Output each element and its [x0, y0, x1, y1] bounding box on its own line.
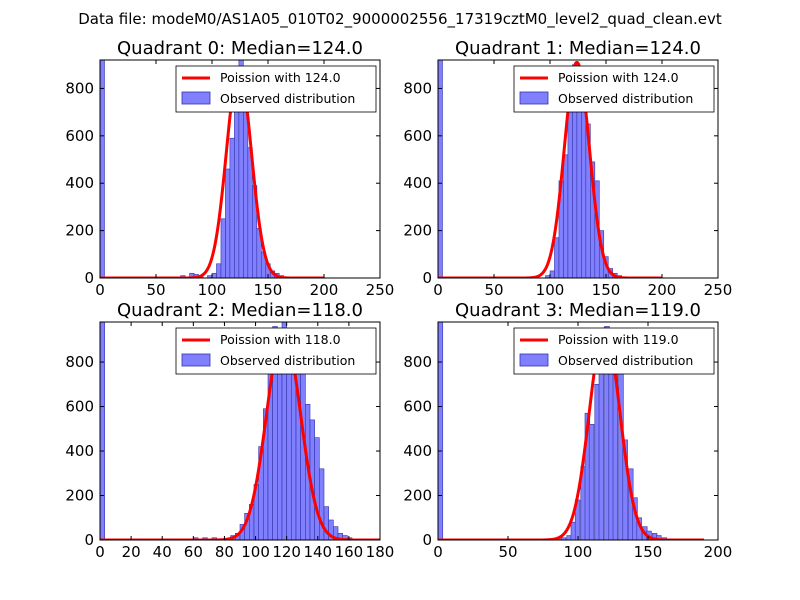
subplot-quadrant-0: 0 50 100 150 200 250 0 200 400 600 800 Quadrant 0: …: [65, 38, 394, 299]
legend-label-poisson: Poission with 124.0: [558, 70, 679, 85]
x-tick-label: 200: [648, 281, 677, 299]
y-tick-label: 0: [422, 269, 432, 287]
x-tick-label: 40: [153, 543, 172, 561]
subplot-title: Quadrant 2: Median=118.0: [117, 300, 363, 321]
histogram-bar: [314, 437, 320, 540]
axes-frame: [99, 59, 381, 279]
subplot-title: Quadrant 0: Median=124.0: [117, 38, 363, 59]
y-tick-label: 0: [84, 269, 94, 287]
y-tick-label: 400: [403, 442, 432, 460]
x-tick-label: 0: [433, 281, 443, 299]
y-tick-label: 600: [403, 398, 432, 416]
x-tick-label: 100: [536, 281, 565, 299]
x-tick-label: 0: [95, 543, 105, 561]
subplot-title: Quadrant 3: Median=119.0: [455, 300, 701, 321]
x-tick-label: 250: [366, 281, 395, 299]
x-tick-label: 100: [198, 281, 227, 299]
histogram-bar: [216, 263, 222, 278]
y-tick-label: 200: [403, 487, 432, 505]
y-tick-label: 200: [65, 487, 94, 505]
histogram-bar: [554, 237, 560, 278]
legend-bar-swatch: [519, 353, 549, 367]
histogram-bar: [220, 218, 226, 278]
histogram-bar: [229, 137, 235, 278]
x-tick-label: 150: [634, 543, 663, 561]
legend-bar-swatch: [181, 353, 211, 367]
figure-suptitle: Data file: modeM0/AS1A05_010T02_90000025…: [78, 10, 722, 29]
x-tick-label: 100: [564, 543, 593, 561]
y-tick-label: 400: [65, 442, 94, 460]
histogram-bar: [656, 535, 662, 540]
x-tick-label: 180: [366, 543, 395, 561]
legend-bar-swatch: [181, 91, 211, 105]
x-tick-label: 250: [704, 281, 733, 299]
histogram-bar: [100, 60, 105, 278]
legend-label-poisson: Poission with 124.0: [220, 70, 341, 85]
x-tick-label: 140: [303, 543, 332, 561]
histogram-bar: [598, 363, 605, 540]
legend-label-observed: Observed distribution: [220, 91, 355, 106]
x-tick-label: 100: [241, 543, 270, 561]
legend-bar-swatch: [519, 91, 549, 105]
y-tick-label: 0: [84, 531, 94, 549]
x-tick-label: 200: [310, 281, 339, 299]
x-tick-label: 80: [215, 543, 234, 561]
subplot-title: Quadrant 1: Median=124.0: [455, 38, 701, 59]
poisson-curve: [100, 329, 380, 540]
subplot-quadrant-1: 0 50 100 150 200 250 0 200 400 600 800 Quadrant 1: …: [403, 38, 732, 299]
y-tick-label: 800: [65, 79, 94, 97]
histogram-bar: [438, 60, 443, 278]
x-tick-label: 50: [484, 281, 503, 299]
x-tick-label: 20: [122, 543, 141, 561]
histogram-bar: [567, 102, 573, 278]
y-tick-label: 400: [403, 174, 432, 192]
x-tick-label: 200: [704, 543, 733, 561]
x-tick-label: 50: [146, 281, 165, 299]
histogram-bar: [300, 370, 306, 540]
y-tick-label: 600: [65, 398, 94, 416]
legend-label-observed: Observed distribution: [220, 353, 355, 368]
legend-label-observed: Observed distribution: [558, 91, 693, 106]
histogram-bar: [560, 537, 567, 540]
y-tick-label: 200: [65, 222, 94, 240]
histogram-bar: [100, 322, 105, 540]
histogram-bar: [225, 168, 231, 278]
x-tick-label: 150: [592, 281, 621, 299]
y-tick-label: 800: [403, 353, 432, 371]
y-tick-label: 200: [403, 222, 432, 240]
y-tick-label: 800: [65, 353, 94, 371]
x-tick-label: 160: [335, 543, 364, 561]
subplot-quadrant-2: 0 20 40 60 80 100 120 140 160 180 0 200 400 600 800 Qua…: [65, 300, 394, 561]
histogram-bar: [438, 322, 444, 540]
histogram-bar: [286, 350, 292, 540]
y-tick-label: 600: [65, 127, 94, 145]
x-tick-label: 60: [184, 543, 203, 561]
plot-area: [438, 60, 663, 278]
y-tick-label: 800: [403, 79, 432, 97]
histogram-bar: [291, 366, 297, 540]
axes-frame: [437, 59, 719, 279]
histogram-bar: [211, 272, 217, 278]
x-tick-label: 0: [433, 543, 443, 561]
y-tick-label: 400: [65, 174, 94, 192]
histogram-bar: [588, 424, 595, 540]
histogram-bar: [277, 352, 283, 540]
histogram-bar: [563, 154, 569, 278]
y-tick-label: 0: [422, 531, 432, 549]
x-tick-label: 120: [272, 543, 301, 561]
x-tick-label: 0: [95, 281, 105, 299]
legend-label-observed: Observed distribution: [558, 353, 693, 368]
y-tick-label: 600: [403, 127, 432, 145]
x-tick-label: 50: [498, 543, 517, 561]
x-tick-label: 150: [254, 281, 283, 299]
subplot-quadrant-3: 0 50 100 150 200 0 200 400 600 800 Quadrant 3: Med…: [403, 300, 732, 561]
histogram-bar: [243, 97, 249, 278]
legend-label-poisson: Poission with 118.0: [220, 332, 341, 347]
axes-frame: [99, 321, 381, 541]
legend-label-poisson: Poission with 119.0: [558, 332, 679, 347]
histogram-bar: [549, 270, 555, 278]
plot-area: [100, 322, 380, 540]
